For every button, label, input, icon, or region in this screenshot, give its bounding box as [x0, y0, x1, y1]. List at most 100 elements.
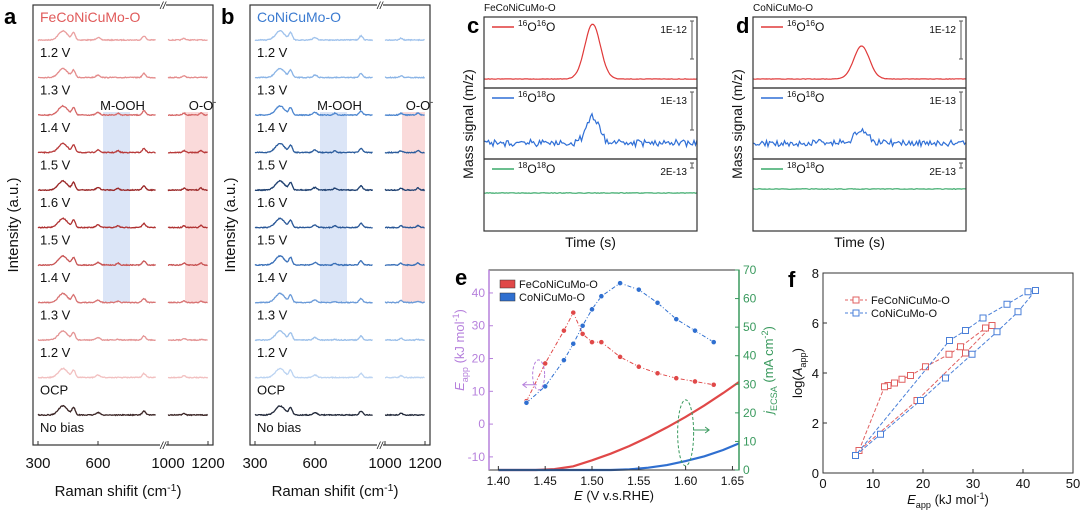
- eapp-point: [673, 316, 680, 323]
- x-tick-label: 1.40: [487, 474, 511, 488]
- scale-bar: [959, 20, 963, 60]
- legend-marker: [852, 309, 860, 317]
- spectrum-trace: [254, 67, 426, 79]
- data-point: [968, 350, 976, 358]
- scale-bar: [690, 91, 694, 131]
- label-part: O: [796, 91, 805, 105]
- plot-frame: [483, 16, 698, 232]
- annotation-ellipse: [532, 359, 546, 391]
- y-tick-label: 4: [812, 366, 819, 381]
- legend-label: CoNiCuMo-O: [871, 308, 937, 320]
- label-part: O: [815, 20, 824, 34]
- axis-break-mark: //: [159, 441, 167, 452]
- label-part: 16: [787, 89, 797, 99]
- label-part: -1: [167, 482, 176, 494]
- axis-break-gap: [160, 441, 166, 449]
- eapp-point: [654, 299, 661, 306]
- y-tick-label: 30: [472, 319, 486, 333]
- isotope-label: 18O18O: [787, 160, 824, 176]
- x-tick-label: 1000: [151, 455, 184, 472]
- eapp-point: [635, 363, 642, 370]
- eapp-point: [589, 339, 595, 346]
- annotation-ellipse: [677, 399, 695, 467]
- label-part: 18: [518, 160, 528, 170]
- scale-bar: [959, 162, 963, 169]
- eapp-point: [692, 378, 698, 385]
- trace-label: 1.5 V: [40, 233, 71, 248]
- label-part: ): [393, 483, 398, 500]
- axis-break-mark: //: [376, 441, 384, 452]
- trace-label: 1.2 V: [257, 45, 288, 60]
- y-tick-label: 8: [812, 266, 819, 281]
- eapp-point: [579, 322, 586, 329]
- spectrum-trace: [37, 329, 208, 342]
- y-tick-label: 20: [472, 352, 486, 366]
- y-axis-label: Mass signal (m/z): [729, 69, 745, 179]
- label-part: ): [452, 309, 467, 313]
- eapp-point: [617, 280, 623, 287]
- x-tick-label: 300: [25, 455, 50, 472]
- legend-swatch: [499, 279, 516, 289]
- trace-label: OCP: [257, 383, 285, 398]
- panel-title: FeCoNiCuMo-O: [484, 3, 556, 14]
- spectrum-trace: [254, 217, 425, 229]
- band-label: O-O-: [406, 97, 434, 113]
- label-part: -1: [384, 482, 393, 494]
- y-axis-label: Intensity (a.u.): [222, 177, 239, 272]
- scale-bar-label: 2E-13: [929, 167, 956, 178]
- data-point: [982, 324, 989, 332]
- label-part: O: [527, 162, 536, 176]
- trace-label: No bias: [257, 420, 302, 435]
- plot-frame: [752, 16, 967, 232]
- label-part: Raman shifit (cm: [55, 483, 168, 500]
- plot-frame: [249, 4, 431, 446]
- y-tick-label: 0: [478, 417, 485, 431]
- label-part: Raman shifit (cm: [272, 483, 385, 500]
- label-part: O: [546, 91, 555, 105]
- eapp-point: [561, 327, 567, 334]
- panel-letter: e: [455, 265, 467, 290]
- spectrum-trace: [37, 217, 208, 229]
- spectrum-trace: [254, 405, 425, 417]
- legend-marker: [852, 296, 860, 304]
- data-point: [917, 397, 924, 404]
- trace-label: 1.4 V: [257, 120, 288, 135]
- x-axis-label: Eapp (kJ mol-1): [907, 491, 989, 510]
- spectrum-trace: [254, 142, 425, 154]
- scale-bar-label: 1E-13: [929, 96, 956, 107]
- label-part: M-OOH: [317, 98, 362, 113]
- trace-label: OCP: [40, 383, 68, 398]
- scale-bar-label: 1E-12: [929, 25, 956, 36]
- x-tick-label: 0: [819, 476, 826, 491]
- x-tick-label: 600: [85, 455, 110, 472]
- scale-bar: [959, 91, 963, 131]
- y-tick-label-right: 70: [743, 263, 757, 277]
- eapp-point: [542, 360, 549, 367]
- data-point: [891, 379, 898, 387]
- data-point: [852, 452, 859, 459]
- spectrum-trace: [254, 292, 426, 304]
- data-point: [957, 343, 964, 351]
- isotope-label: 16O16O: [787, 18, 824, 34]
- label-part: E: [907, 492, 916, 507]
- arrow-left-icon: [521, 381, 537, 389]
- series-line: [855, 289, 1037, 456]
- eapp-point: [635, 286, 642, 293]
- label-part: 18: [537, 89, 547, 99]
- trace-label: 1.6 V: [257, 195, 288, 210]
- current-density-curve: [498, 442, 740, 472]
- scale-bar-label: 1E-12: [660, 25, 687, 36]
- panel-b: M-OOH O-O- 1.2 V 1.3 V 1.4 V 1.5 V 1.6 V 1.5 V 1…: [221, 1, 442, 500]
- x-tick-label: 1.60: [674, 474, 698, 488]
- label-part: M-OOH: [100, 98, 145, 113]
- band-label: O-O-: [189, 97, 217, 113]
- data-point: [946, 337, 953, 344]
- trace-label: No bias: [40, 420, 85, 435]
- panel-title: CoNiCuMo-O: [753, 3, 813, 14]
- data-point: [1032, 287, 1039, 294]
- scale-bar: [690, 162, 694, 169]
- label-part: ): [761, 326, 776, 330]
- x-tick-label: 1200: [408, 455, 441, 472]
